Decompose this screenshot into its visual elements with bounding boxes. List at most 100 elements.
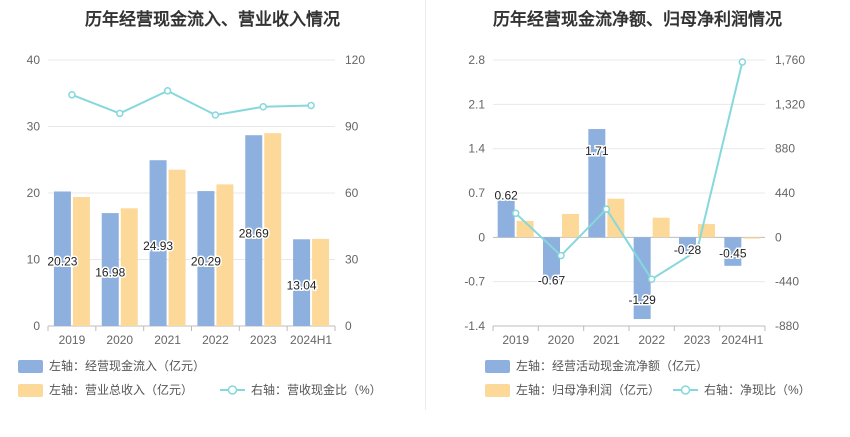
chart-title: 历年经营现金流净额、归母净利润情况 [493, 10, 782, 29]
line-point [647, 275, 656, 284]
y-left-tick-label: 0 [33, 319, 40, 333]
y-left-tick-label: 1.4 [468, 142, 485, 156]
legend-label: 右轴：营收现金比（%） [251, 382, 382, 397]
y-right-tick-label: -880 [775, 319, 799, 333]
bar-primary [724, 237, 742, 266]
line-point [163, 87, 172, 95]
y-left-tick-label: 10 [27, 253, 41, 267]
data-label: 20.23 [47, 255, 77, 269]
y-left-tick-label: -0.7 [464, 275, 485, 289]
x-tick-label: 2024H1 [721, 333, 763, 347]
x-tick-label: 2020 [548, 333, 575, 347]
bar-primary [101, 213, 119, 326]
bar-secondary [216, 184, 234, 326]
data-label: -0.45 [719, 247, 747, 261]
y-left-tick-label: 0 [478, 230, 485, 244]
legend-swatch-bar-secondary [18, 384, 43, 397]
x-tick-label: 2021 [154, 333, 181, 347]
y-left-tick-label: 30 [27, 120, 41, 134]
bar-primary [53, 191, 71, 326]
y-right-tick-label: 60 [345, 186, 359, 200]
data-label: -0.67 [538, 274, 566, 288]
line-point [116, 109, 124, 118]
bar-primary [293, 239, 311, 326]
line-point [211, 111, 220, 119]
bar-secondary [652, 217, 670, 238]
legend-label: 右轴：净现比（%） [704, 382, 811, 397]
data-label: 0.62 [494, 189, 518, 203]
x-tick-label: 2022 [638, 333, 665, 347]
bar-secondary [562, 213, 579, 238]
legend-swatch-bar-primary [18, 360, 43, 373]
x-tick-label: 2023 [250, 333, 277, 347]
y-right-tick-label: 1,760 [775, 53, 805, 67]
data-label: 16.98 [95, 266, 125, 280]
line-point [693, 247, 701, 255]
bar-primary [588, 129, 606, 238]
line-point [738, 58, 747, 66]
y-left-tick-label: 20 [27, 186, 41, 200]
line-point [557, 251, 565, 260]
x-tick-label: 2021 [593, 333, 620, 347]
legend-swatch-line-marker [227, 385, 238, 395]
data-label: 1.71 [585, 144, 609, 158]
y-right-tick-label: 440 [775, 186, 795, 200]
bar-secondary [743, 237, 761, 239]
legend-label: 左轴：归母净利润（亿元） [516, 382, 660, 397]
bar-primary [197, 191, 215, 326]
bar-primary [245, 135, 263, 326]
line-point [511, 209, 520, 218]
bar-secondary [120, 208, 138, 326]
y-left-tick-label: 2.8 [468, 53, 485, 67]
legend-swatch-line-marker [680, 385, 691, 395]
y-right-tick-label: 880 [775, 142, 795, 156]
y-left-tick-label: 2.1 [468, 97, 485, 111]
legend-swatch-bar-primary [485, 360, 510, 373]
x-tick-label: 2020 [106, 333, 133, 347]
data-label: -0.28 [674, 243, 702, 257]
bar-primary [149, 160, 167, 326]
bar-primary [543, 237, 560, 280]
chart-panel-net-cash-profit: 历年经营现金流净额、归母净利润情况 -1.4 -880 -0.7 -440 0 0 0.7 4… [425, 0, 850, 437]
legend-swatch-bar-secondary [485, 384, 510, 397]
data-label: -1.29 [628, 293, 656, 307]
line-series [514, 61, 744, 281]
line-series [71, 89, 312, 117]
x-tick-label: 2019 [502, 333, 529, 347]
line-point [602, 205, 611, 213]
line-point [68, 91, 76, 99]
y-right-tick-label: 0 [775, 230, 782, 244]
chart-svg-cash-inflow-revenue: 0 0 10 30 20 60 30 90 40 120 2019 2020 2021 2022 2023 2… [18, 53, 382, 397]
legend-label: 左轴：营业总收入（亿元） [49, 382, 193, 397]
legend-label: 左轴：经营现金流入（亿元） [49, 358, 205, 373]
y-right-tick-label: 120 [345, 53, 365, 67]
chart-title: 历年经营现金流入、营业收入情况 [85, 10, 340, 29]
y-right-tick-label: 90 [345, 120, 359, 134]
y-left-tick-label: -1.4 [464, 319, 485, 333]
x-tick-label: 2019 [59, 333, 86, 347]
bar-primary [679, 237, 696, 256]
chart-svg-net-cash-profit: -1.4 -880 -0.7 -440 0 0 0.7 440 1.4 880 2.1 1,320 2.… [464, 53, 811, 397]
x-tick-label: 2023 [684, 333, 711, 347]
bar-secondary [264, 133, 282, 326]
bar-secondary [607, 198, 625, 238]
panel-divider [425, 0, 426, 410]
data-label: 24.93 [143, 239, 173, 253]
y-right-tick-label: 30 [345, 253, 359, 267]
data-label: 20.29 [191, 255, 221, 269]
line-point [307, 101, 315, 110]
data-label: 13.04 [287, 279, 317, 293]
legend-label: 左轴：经营活动现金流净额（亿元） [516, 358, 708, 373]
y-right-tick-label: 0 [345, 319, 352, 333]
bar-secondary [168, 169, 186, 326]
x-tick-label: 2024H1 [290, 333, 332, 347]
y-left-tick-label: 40 [27, 53, 41, 67]
bar-secondary [312, 238, 330, 326]
y-right-tick-label: 1,320 [775, 97, 805, 111]
y-right-tick-label: -440 [775, 275, 799, 289]
y-left-tick-label: 0.7 [468, 186, 485, 200]
line-point [259, 103, 267, 111]
bar-secondary [72, 196, 90, 326]
data-label: 28.69 [239, 227, 269, 241]
chart-panel-cash-inflow-revenue: 历年经营现金流入、营业收入情况 0 0 10 30 20 60 30 90 40 120 2019 2… [18, 10, 382, 397]
